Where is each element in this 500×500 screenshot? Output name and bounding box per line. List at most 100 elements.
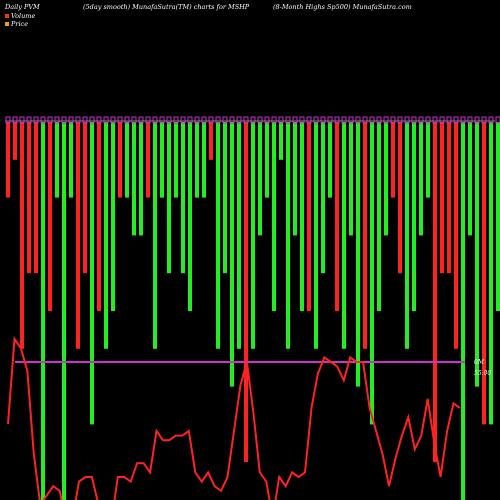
- volume-bar: [97, 122, 101, 311]
- top-marker: [390, 116, 396, 124]
- top-marker: [488, 116, 494, 124]
- top-marker: [327, 116, 333, 124]
- top-marker: [110, 116, 116, 124]
- top-marker: [243, 116, 249, 124]
- volume-bar: [174, 122, 178, 198]
- top-marker: [208, 116, 214, 124]
- volume-bar: [55, 122, 59, 198]
- volume-bar: [293, 122, 297, 236]
- top-marker: [313, 116, 319, 124]
- volume-bar: [62, 122, 66, 500]
- volume-bar: [265, 122, 269, 198]
- volume-bar: [468, 122, 472, 236]
- volume-bar: [426, 122, 430, 198]
- volume-bar: [489, 122, 493, 425]
- top-marker: [5, 116, 11, 124]
- volume-bar: [356, 122, 360, 387]
- top-marker: [131, 116, 137, 124]
- volume-bar: [153, 122, 157, 349]
- volume-bar: [6, 122, 10, 198]
- top-marker: [425, 116, 431, 124]
- volume-bar: [202, 122, 206, 198]
- top-marker: [460, 116, 466, 124]
- volume-bar: [223, 122, 227, 274]
- volume-bar: [195, 122, 199, 198]
- top-marker: [320, 116, 326, 124]
- volume-bar: [34, 122, 38, 274]
- volume-bar: [216, 122, 220, 349]
- volume-bar: [118, 122, 122, 198]
- top-marker: [306, 116, 312, 124]
- volume-bar: [307, 122, 311, 311]
- legend-volume-label: Volume: [11, 12, 35, 20]
- top-marker: [257, 116, 263, 124]
- volume-bar: [370, 122, 374, 425]
- top-marker: [187, 116, 193, 124]
- volume-bar: [90, 122, 94, 425]
- volume-bar: [69, 122, 73, 198]
- volume-bar: [412, 122, 416, 311]
- top-marker: [138, 116, 144, 124]
- volume-bar: [83, 122, 87, 274]
- volume-bar: [258, 122, 262, 236]
- top-marker: [68, 116, 74, 124]
- volume-bar: [160, 122, 164, 198]
- top-marker: [103, 116, 109, 124]
- volume-bar: [48, 122, 52, 311]
- top-marker: [355, 116, 361, 124]
- volume-bar: [300, 122, 304, 311]
- volume-bar: [76, 122, 80, 349]
- top-marker: [432, 116, 438, 124]
- top-marker: [411, 116, 417, 124]
- top-marker: [236, 116, 242, 124]
- top-marker: [299, 116, 305, 124]
- volume-bar: [13, 122, 17, 160]
- chart-title-left: Daily PVM: [4, 3, 40, 11]
- volume-bars: [6, 122, 500, 500]
- volume-bar: [167, 122, 171, 274]
- top-marker: [467, 116, 473, 124]
- volume-bar: [188, 122, 192, 311]
- volume-bar: [342, 122, 346, 349]
- top-marker: [474, 116, 480, 124]
- volume-bar: [335, 122, 339, 311]
- top-marker: [166, 116, 172, 124]
- top-marker: [180, 116, 186, 124]
- volume-bar: [377, 122, 381, 311]
- volume-bar: [433, 122, 437, 463]
- top-marker: [334, 116, 340, 124]
- volume-bar: [244, 122, 248, 463]
- top-marker: [75, 116, 81, 124]
- top-marker: [12, 116, 18, 124]
- legend-volume-swatch: [5, 14, 9, 18]
- top-marker: [222, 116, 228, 124]
- top-marker: [229, 116, 235, 124]
- top-marker: [418, 116, 424, 124]
- top-marker: [397, 116, 403, 124]
- top-marker: [348, 116, 354, 124]
- top-marker: [54, 116, 60, 124]
- ref-price-label: 55.00: [474, 370, 491, 377]
- top-marker: [495, 116, 500, 124]
- top-marker: [264, 116, 270, 124]
- top-marker: [96, 116, 102, 124]
- volume-bar: [286, 122, 290, 349]
- volume-bar: [363, 122, 367, 349]
- volume-bar: [419, 122, 423, 236]
- top-marker: [446, 116, 452, 124]
- top-marker: [292, 116, 298, 124]
- volume-bar: [482, 122, 486, 425]
- volume-bar: [139, 122, 143, 236]
- top-marker: [82, 116, 88, 124]
- top-marker: [194, 116, 200, 124]
- top-marker: [278, 116, 284, 124]
- top-markers: [5, 116, 500, 124]
- volume-bar: [384, 122, 388, 236]
- volume-bar: [20, 122, 24, 349]
- top-marker: [285, 116, 291, 124]
- volume-bar: [209, 122, 213, 160]
- top-marker: [369, 116, 375, 124]
- top-marker: [19, 116, 25, 124]
- volume-bar: [111, 122, 115, 311]
